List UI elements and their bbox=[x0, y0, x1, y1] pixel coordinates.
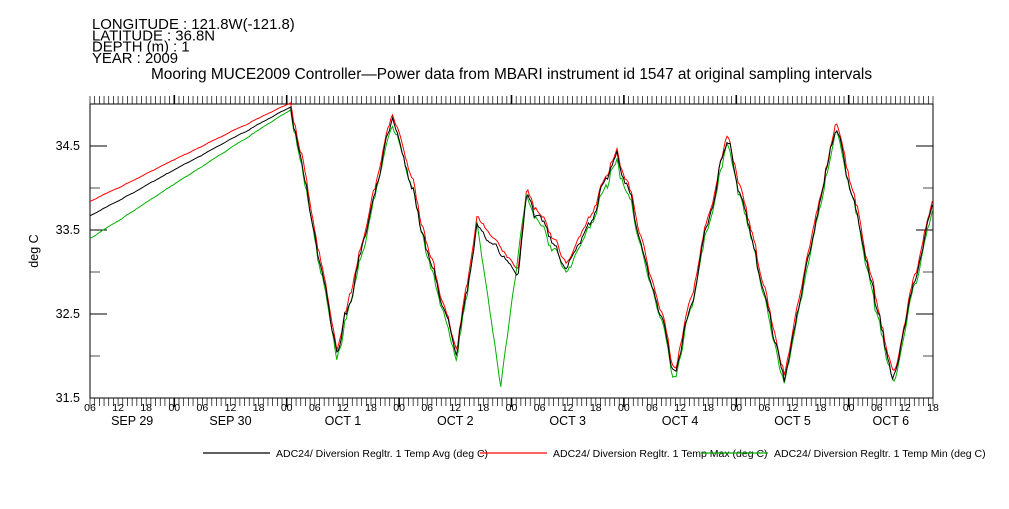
svg-text:00: 00 bbox=[618, 402, 630, 414]
svg-text:06: 06 bbox=[759, 402, 771, 414]
svg-text:12: 12 bbox=[562, 402, 574, 414]
svg-text:00: 00 bbox=[393, 402, 405, 414]
svg-text:12: 12 bbox=[787, 402, 799, 414]
svg-text:06: 06 bbox=[534, 402, 546, 414]
svg-text:06: 06 bbox=[646, 402, 658, 414]
svg-text:OCT 1: OCT 1 bbox=[325, 414, 362, 428]
svg-text:ADC24/ Diversion Regltr. 1 Tem: ADC24/ Diversion Regltr. 1 Temp Avg (deg… bbox=[276, 448, 488, 460]
svg-text:ADC24/ Diversion Regltr. 1 Tem: ADC24/ Diversion Regltr. 1 Temp Max (deg… bbox=[553, 448, 768, 460]
svg-text:18: 18 bbox=[815, 402, 827, 414]
svg-text:18: 18 bbox=[365, 402, 377, 414]
svg-text:18: 18 bbox=[927, 402, 939, 414]
svg-text:12: 12 bbox=[337, 402, 349, 414]
svg-text:06: 06 bbox=[197, 402, 209, 414]
svg-text:OCT 3: OCT 3 bbox=[549, 414, 586, 428]
svg-text:ADC24/ Diversion Regltr. 1 Tem: ADC24/ Diversion Regltr. 1 Temp Min (deg… bbox=[774, 448, 986, 460]
svg-text:06: 06 bbox=[84, 402, 96, 414]
svg-text:18: 18 bbox=[140, 402, 152, 414]
svg-text:00: 00 bbox=[843, 402, 855, 414]
svg-text:12: 12 bbox=[674, 402, 686, 414]
svg-text:18: 18 bbox=[590, 402, 602, 414]
svg-text:34.5: 34.5 bbox=[56, 139, 80, 153]
svg-text:OCT 5: OCT 5 bbox=[774, 414, 811, 428]
svg-text:32.5: 32.5 bbox=[56, 307, 80, 321]
svg-text:00: 00 bbox=[168, 402, 180, 414]
svg-text:OCT 6: OCT 6 bbox=[873, 414, 910, 428]
svg-text:18: 18 bbox=[253, 402, 265, 414]
svg-text:YEAR : 2009: YEAR : 2009 bbox=[92, 51, 178, 67]
svg-text:33.5: 33.5 bbox=[56, 223, 80, 237]
svg-text:12: 12 bbox=[112, 402, 124, 414]
svg-text:00: 00 bbox=[281, 402, 293, 414]
svg-text:18: 18 bbox=[478, 402, 490, 414]
svg-text:06: 06 bbox=[421, 402, 433, 414]
svg-text:SEP 29: SEP 29 bbox=[111, 414, 153, 428]
svg-text:06: 06 bbox=[309, 402, 321, 414]
svg-text:deg C: deg C bbox=[27, 234, 41, 267]
svg-text:Mooring MUCE2009 Controller—Po: Mooring MUCE2009 Controller—Power data f… bbox=[151, 66, 872, 83]
svg-text:00: 00 bbox=[730, 402, 742, 414]
svg-text:12: 12 bbox=[449, 402, 461, 414]
svg-text:OCT 4: OCT 4 bbox=[662, 414, 699, 428]
svg-text:12: 12 bbox=[225, 402, 237, 414]
svg-text:18: 18 bbox=[702, 402, 714, 414]
svg-text:OCT 2: OCT 2 bbox=[437, 414, 474, 428]
svg-text:12: 12 bbox=[899, 402, 911, 414]
svg-text:SEP 30: SEP 30 bbox=[209, 414, 251, 428]
svg-text:06: 06 bbox=[871, 402, 883, 414]
svg-text:00: 00 bbox=[506, 402, 518, 414]
svg-text:31.5: 31.5 bbox=[56, 391, 80, 405]
